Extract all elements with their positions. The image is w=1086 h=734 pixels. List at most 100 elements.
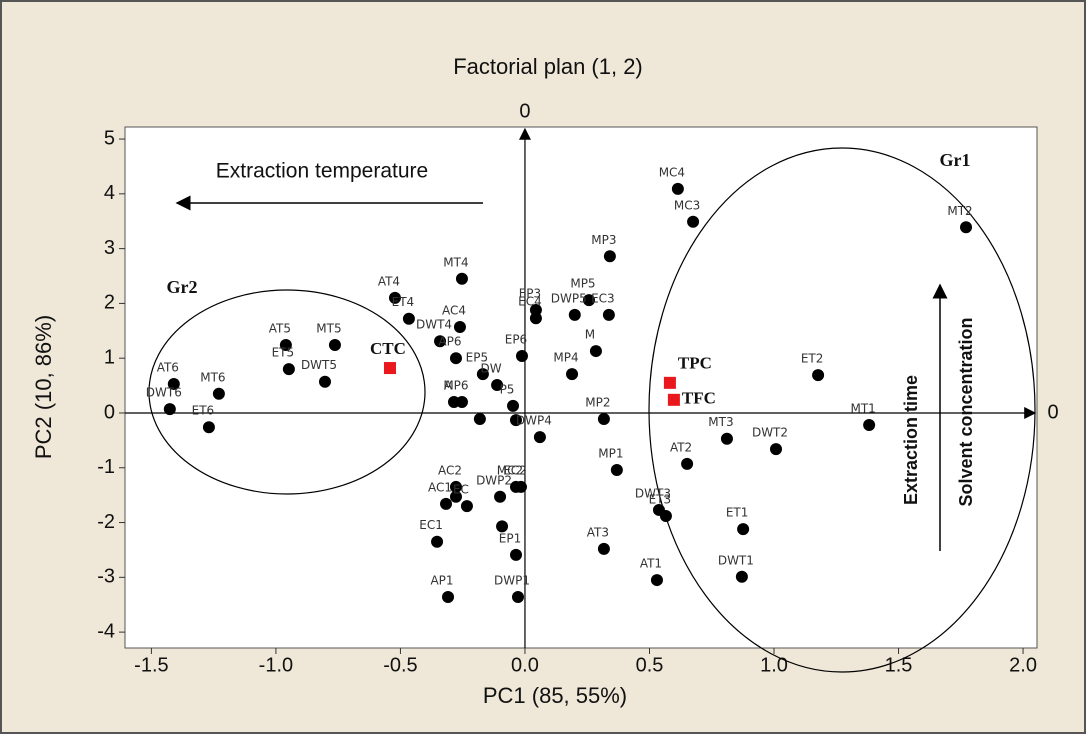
point (737, 523, 750, 536)
x-tick-label: 1.0 (760, 654, 788, 676)
point-label: DW (481, 362, 502, 376)
point-label: EC4 (518, 295, 542, 309)
point (455, 272, 468, 285)
point-label: DWP4 (516, 414, 552, 428)
point-label: DWT1 (718, 553, 754, 567)
point (687, 215, 700, 228)
point (509, 414, 522, 427)
point-label: MC2 (497, 463, 523, 477)
point-label: MP2 (585, 396, 610, 410)
x-tick-label: 1.5 (885, 654, 913, 676)
point-label: MP5 (570, 277, 595, 291)
point-label: DWT2 (752, 426, 788, 440)
point-label: EP1 (499, 531, 521, 545)
point-label: ET3 (649, 492, 672, 506)
point-label: AT4 (378, 274, 400, 288)
point (167, 377, 180, 390)
point-label: EC2 (503, 463, 527, 477)
annotation: 0 (519, 100, 530, 122)
point-label: MT3 (708, 415, 733, 429)
point (431, 535, 444, 548)
point (597, 413, 610, 426)
point (163, 403, 176, 416)
x-axis-label: PC1 (85, 55%) (483, 683, 627, 708)
point-label: EP3 (519, 286, 541, 300)
point-label: AC1 (428, 480, 452, 494)
point (602, 308, 615, 321)
point (476, 368, 489, 381)
point (597, 542, 610, 555)
point (449, 490, 462, 503)
annotation: Gr2 (167, 277, 198, 297)
point-label: MT1 (850, 402, 875, 416)
point (582, 294, 595, 307)
point-label: MC4 (659, 165, 685, 179)
point (566, 368, 579, 381)
point-label: A (444, 379, 453, 393)
point-label: P5 (500, 382, 515, 396)
point-label: MT6 (200, 370, 225, 384)
point (496, 520, 509, 533)
chart-title: Factorial plan (1, 2) (453, 54, 643, 79)
point (491, 379, 504, 392)
group-ellipse (148, 289, 426, 495)
point-label: AT1 (640, 557, 662, 571)
y-tick-label: 2 (104, 292, 115, 314)
y-tick-label: 3 (104, 237, 115, 259)
y-tick-label: 0 (104, 401, 115, 423)
point (449, 480, 462, 493)
point (812, 369, 825, 382)
point (603, 250, 616, 263)
x-tick-label: -0.5 (383, 654, 417, 676)
point-label: AC2 (438, 463, 462, 477)
point-label: CTC (370, 339, 406, 358)
point (509, 548, 522, 561)
point-label: DWT4 (416, 318, 452, 332)
point (442, 591, 455, 604)
point-label: AT5 (269, 322, 291, 336)
point (383, 362, 396, 375)
point (529, 303, 542, 316)
point-label: MT5 (316, 322, 341, 336)
point-label: EP5 (466, 351, 488, 365)
point-label: MP6 (443, 379, 468, 393)
point-label: AT6 (157, 360, 179, 374)
point (515, 349, 528, 362)
point-label: MP4 (553, 351, 578, 365)
point (494, 490, 507, 503)
point-label: DWT6 (146, 386, 182, 400)
x-tick-label: -1.5 (134, 654, 168, 676)
point (960, 221, 973, 234)
point-label: EC3 (591, 291, 615, 305)
point-label: ET1 (726, 506, 749, 520)
point-label: EP6 (505, 332, 527, 346)
point (282, 363, 295, 376)
point (460, 500, 473, 513)
point (202, 421, 215, 434)
point-label: AC4 (442, 303, 466, 317)
point (667, 393, 680, 406)
point-label: ET2 (801, 352, 824, 366)
point (388, 291, 401, 304)
point-label: DWP1 (494, 574, 530, 588)
point (328, 339, 341, 352)
point (449, 352, 462, 365)
annotation: 0 (1047, 401, 1058, 423)
point (318, 375, 331, 388)
y-tick-label: -4 (97, 620, 115, 642)
x-tick-label: 0.0 (511, 654, 539, 676)
point (671, 182, 684, 195)
point-label: MT2 (947, 204, 972, 218)
point (434, 335, 447, 348)
point-label: DWT3 (635, 486, 671, 500)
point (455, 396, 468, 409)
point-label: MP1 (598, 446, 623, 460)
y-tick-label: 4 (104, 182, 115, 204)
point-label: DWP5 (551, 291, 587, 305)
point-label: DWP2 (476, 473, 512, 487)
y-tick-label: 5 (104, 127, 115, 149)
group-ellipse (648, 147, 1036, 673)
point-label: EC (453, 483, 469, 497)
point-label: TFC (682, 389, 716, 408)
